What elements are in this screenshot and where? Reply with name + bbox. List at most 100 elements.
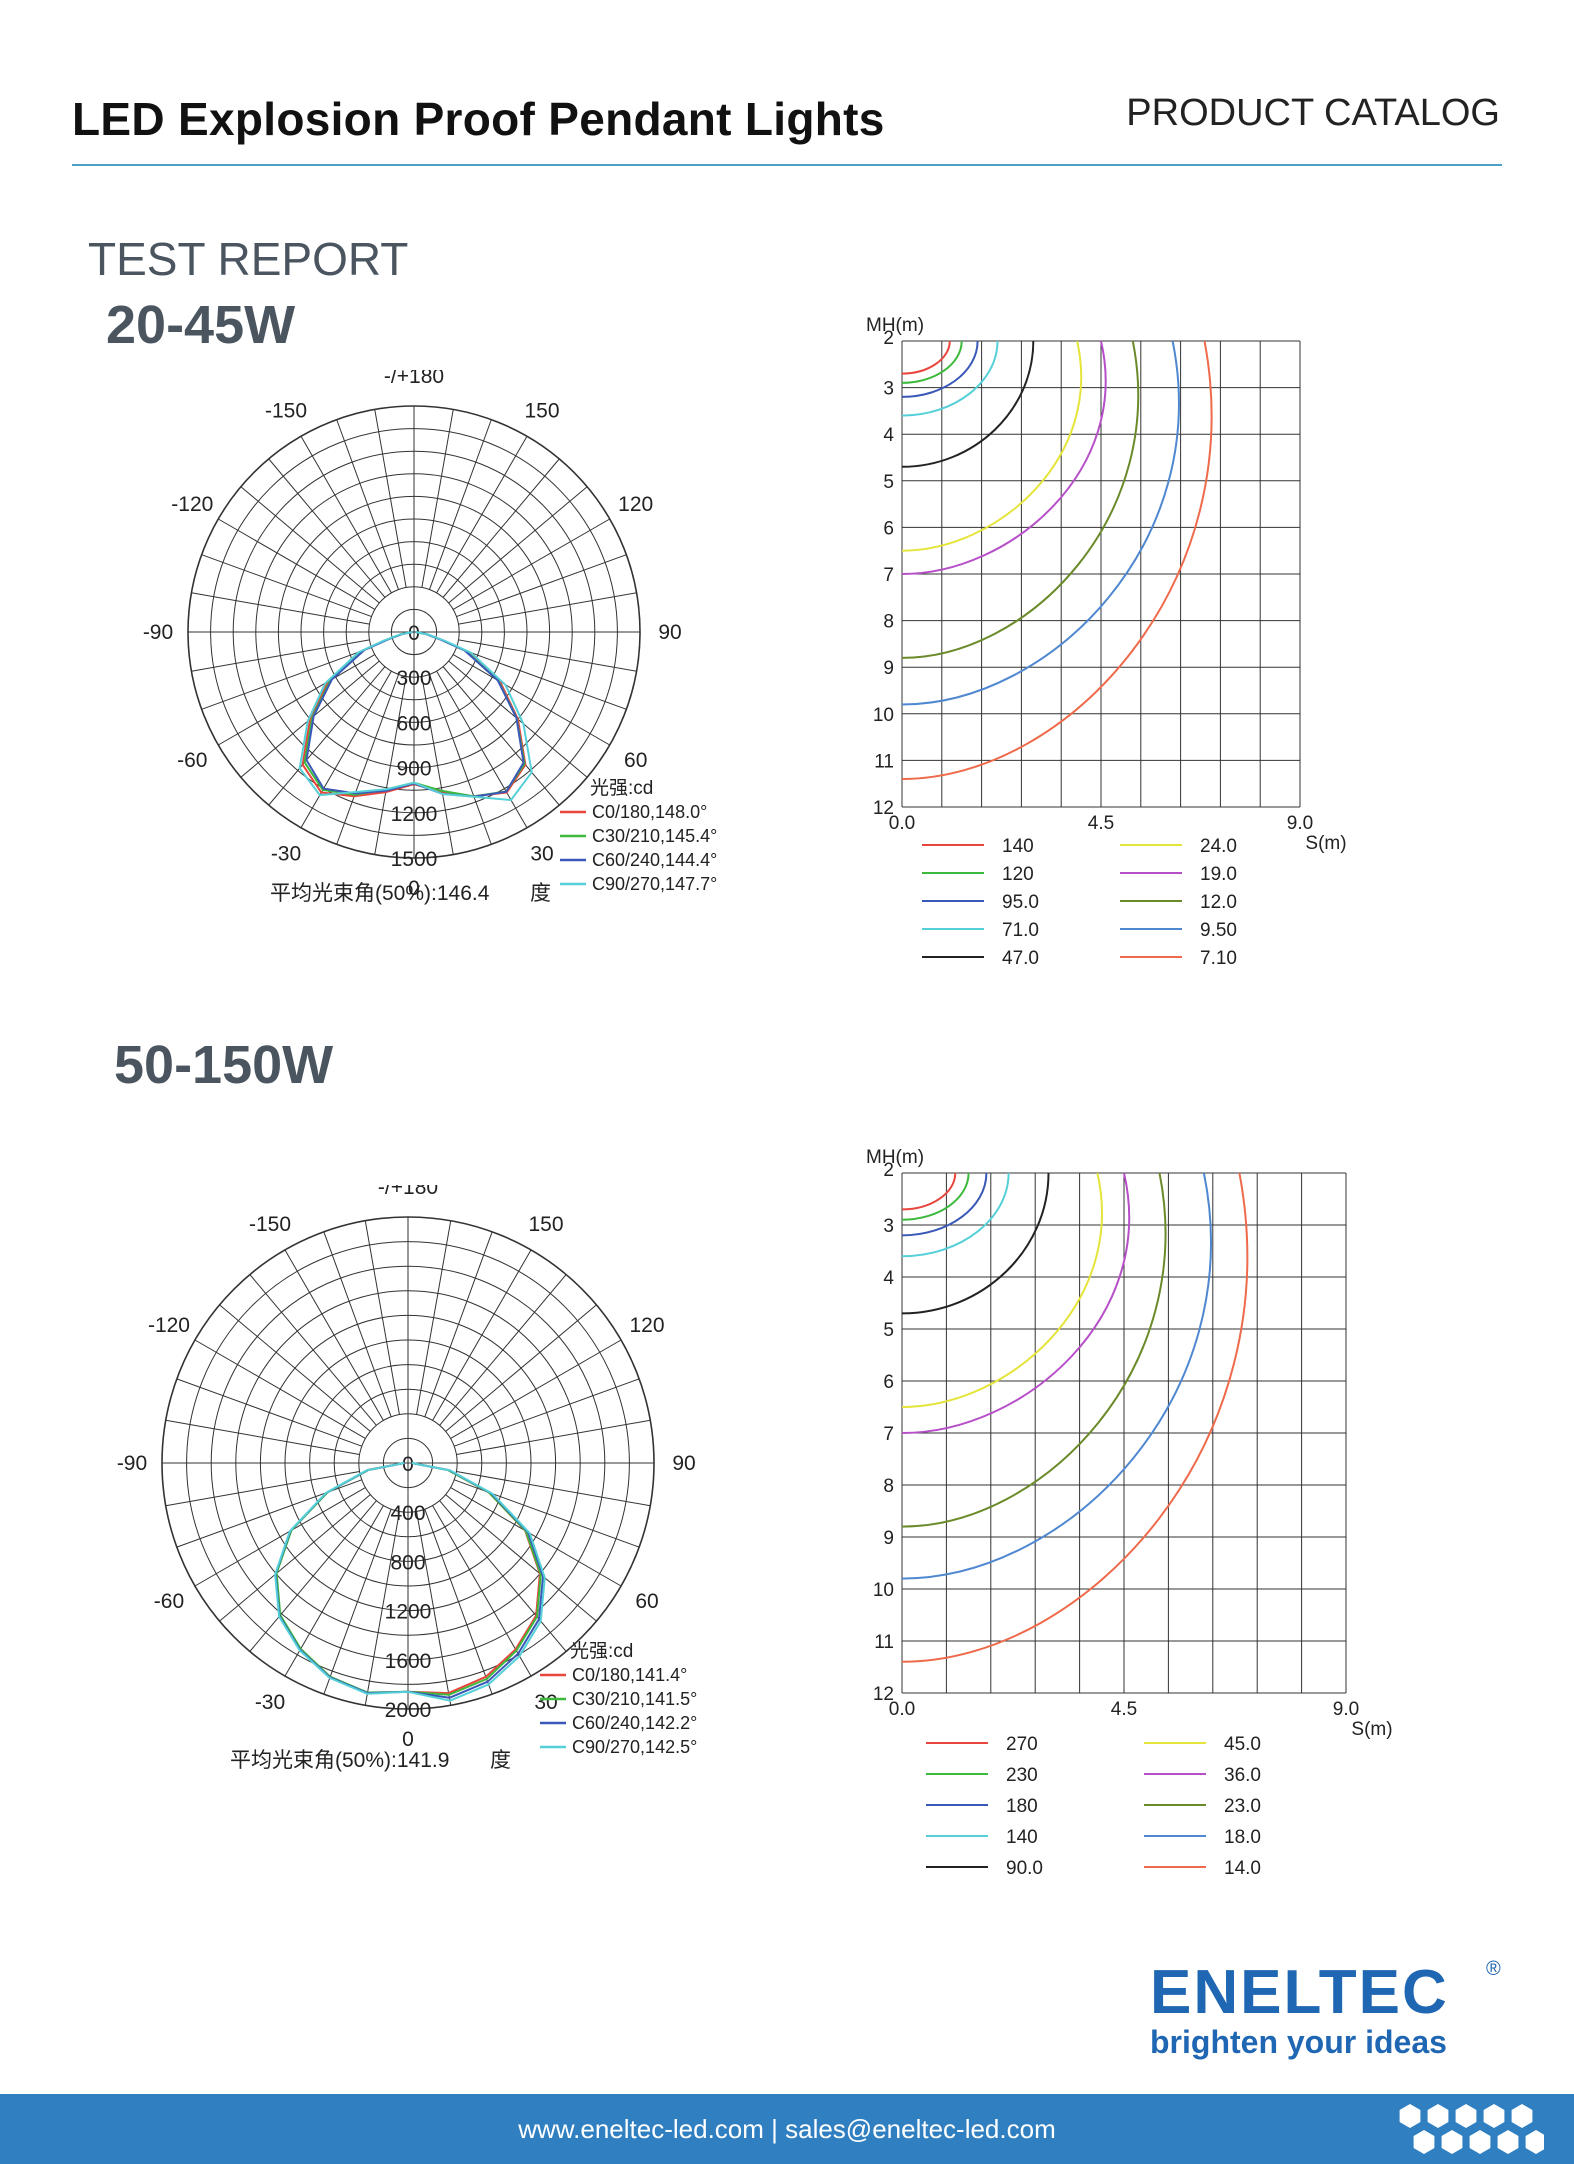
- polar-spoke: [249, 1274, 377, 1426]
- x-tick-label: 0.0: [889, 1699, 915, 1720]
- y-tick-label: 8: [883, 612, 894, 633]
- contour-line: [902, 341, 951, 375]
- polar-spoke: [374, 676, 407, 855]
- contour-line: [902, 341, 963, 384]
- hexagon-cell: [1441, 2130, 1463, 2154]
- polar-radial-label: 1200: [391, 803, 438, 826]
- y-tick-label: 3: [883, 1216, 894, 1237]
- polar-series-curve: [274, 1462, 546, 1702]
- legend-level: 9.50: [1200, 920, 1237, 941]
- y-tick-label: 9: [883, 658, 894, 679]
- polar-spoke: [454, 1479, 640, 1548]
- y-tick-label: 9: [883, 1528, 894, 1549]
- logo-tagline: brighten your ideas: [1150, 2024, 1447, 2060]
- polar-spoke: [218, 654, 376, 746]
- x-tick-label: 0.0: [889, 813, 915, 834]
- polar-spoke: [442, 458, 560, 598]
- logo-wordmark: ENELTEC: [1150, 1958, 1449, 2027]
- x-tick-label: 9.0: [1333, 1699, 1359, 1720]
- polar-radial-label: 1200: [385, 1601, 432, 1624]
- legend-level: 95.0: [1002, 892, 1039, 913]
- beam-angle-text: 平均光束角(50%):141.9: [230, 1749, 449, 1772]
- polar-angle-label: 0: [408, 877, 420, 900]
- y-tick-label: 4: [883, 1268, 894, 1289]
- polar-radial-label: 600: [396, 712, 431, 735]
- legend-level: 36.0: [1224, 1765, 1261, 1786]
- contour-line: [902, 1173, 1131, 1434]
- hexagon-cell: [1455, 2104, 1477, 2128]
- contour-line: [902, 341, 1213, 780]
- contour-line: [902, 341, 1180, 706]
- x-tick-label: 4.5: [1111, 1699, 1137, 1720]
- polar-spoke: [416, 1511, 452, 1706]
- y-tick-label: 2: [883, 1160, 894, 1181]
- polar-spoke: [432, 1505, 532, 1677]
- polar-chart-20-45w: -/+1801501209060300-30-60-90-120-1500300…: [143, 370, 717, 905]
- y-tick-label: 8: [883, 1476, 894, 1497]
- polar-spoke: [284, 1505, 384, 1677]
- hexagon-cell: [1399, 2104, 1421, 2128]
- polar-angle-label: -90: [117, 1452, 147, 1475]
- logo-registered-mark: ®: [1486, 1958, 1501, 1980]
- beam-angle-text: 平均光束角(50%):146.4: [270, 882, 490, 905]
- polar-spoke: [421, 409, 454, 588]
- legend-entry: C0/180,141.4°: [572, 1665, 687, 1685]
- isolux-chart-20-45w: MH(m)2 3 4 5 6 7 8 9 10 11 120.0 4.5 9.0S(m) 140 120 95…: [866, 315, 1347, 969]
- contour-line: [902, 1173, 970, 1221]
- section-title: TEST REPORT: [88, 233, 409, 285]
- y-tick-label: 10: [873, 705, 894, 726]
- polar-spoke: [300, 436, 392, 594]
- polar-spoke: [428, 419, 492, 590]
- header-divider: [72, 164, 1502, 166]
- legend-level: 120: [1002, 864, 1034, 885]
- polar-spoke: [439, 1274, 567, 1426]
- polar-spoke: [458, 639, 637, 672]
- legend-level: 270: [1006, 1734, 1038, 1755]
- legend-entry: C30/210,145.4°: [592, 826, 717, 846]
- polar-angle-label: 120: [629, 1314, 664, 1337]
- polar-spoke: [456, 646, 627, 710]
- y-tick-label: 4: [883, 425, 894, 446]
- polar-spoke: [432, 1249, 532, 1421]
- contour-line: [902, 1173, 1212, 1580]
- y-tick-label: 6: [883, 1372, 894, 1393]
- polar-spoke: [194, 1339, 366, 1439]
- x-axis-label: S(m): [1351, 1719, 1392, 1740]
- product-power-label-1: 20-45W: [106, 295, 296, 355]
- beam-angle-unit: 度: [490, 1749, 511, 1772]
- polar-spoke: [219, 1304, 371, 1432]
- polar-spoke: [439, 1500, 567, 1652]
- polar-spoke: [268, 458, 386, 598]
- polar-spoke: [442, 666, 560, 806]
- polar-radial-label: 2000: [385, 1699, 432, 1722]
- legend-entry: C90/270,147.7°: [592, 874, 717, 894]
- polar-spoke: [336, 674, 400, 845]
- polar-angle-label: -90: [143, 621, 173, 644]
- y-axis-label: MH(m): [866, 315, 924, 336]
- contour-line: [902, 341, 1035, 468]
- contour-line: [902, 341, 1140, 659]
- legend-level: 12.0: [1200, 892, 1237, 913]
- document-title: LED Explosion Proof Pendant Lights: [72, 93, 885, 145]
- legend-level: 71.0: [1002, 920, 1039, 941]
- legend-level: 18.0: [1224, 1827, 1261, 1848]
- polar-radial-label: 0: [402, 1453, 414, 1476]
- hexagon-cell: [1413, 2130, 1435, 2154]
- polar-chart-50-150w: -/+180 150 120 90 60 30 0 -30 -60 -90 -120 -150 0 400…: [117, 1185, 697, 1772]
- y-tick-label: 11: [874, 751, 894, 772]
- contour-line: [902, 341, 1083, 552]
- polar-angle-label: -120: [148, 1314, 190, 1337]
- polar-angle-label: -/+180: [384, 370, 444, 388]
- polar-radial-label: 400: [390, 1502, 425, 1525]
- legend-level: 23.0: [1224, 1796, 1261, 1817]
- x-tick-label: 9.0: [1287, 813, 1313, 834]
- y-tick-label: 3: [883, 379, 894, 400]
- contour-group: [902, 341, 1213, 780]
- contour-line: [902, 1173, 1103, 1408]
- polar-spoke: [176, 1479, 362, 1548]
- polar-radial-label: 300: [396, 667, 431, 690]
- polar-radial-label: 800: [390, 1551, 425, 1574]
- polar-spoke: [458, 592, 637, 625]
- polar-spoke: [424, 1509, 493, 1695]
- legend-level: 180: [1006, 1796, 1038, 1817]
